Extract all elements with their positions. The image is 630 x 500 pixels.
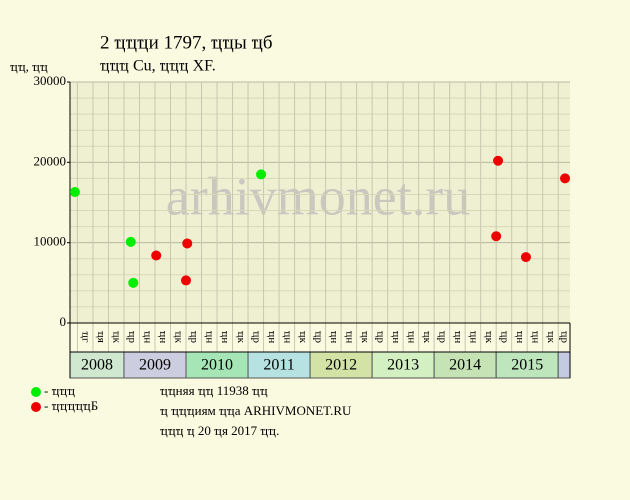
chart-subtitle: ҵҵҵ Cu, ҵҵҵ XF. [100, 58, 216, 75]
column-label: ҵк [173, 331, 185, 344]
year-band [557, 351, 571, 379]
column-label: ҵн [219, 331, 231, 344]
column-label: ҵн [343, 331, 355, 344]
point [491, 231, 502, 242]
x-tick-label: 2013 [387, 357, 419, 374]
column-label: ҵн [452, 331, 464, 344]
watermark: arhivmonet.ru [166, 166, 470, 226]
column-label: ҵн [157, 331, 169, 344]
point [181, 275, 192, 286]
column-label: ҵя [95, 331, 107, 343]
point [520, 252, 531, 263]
column-label: ҵр [559, 331, 571, 344]
legend-marker [31, 387, 41, 397]
point [493, 155, 504, 166]
x-tick-label: 2015 [511, 357, 543, 374]
y-tick-label: 30000 [34, 73, 67, 88]
plot-area [70, 82, 570, 323]
point [256, 169, 267, 180]
column-label: ҵн [405, 331, 417, 344]
x-tick-label: 2010 [201, 357, 233, 374]
column-label: ҵк [545, 331, 557, 344]
legend-marker [31, 402, 41, 412]
column-label: ҵр [250, 331, 262, 344]
y-tick-label: 20000 [34, 153, 67, 168]
point [128, 277, 139, 288]
legend-label: - ҵҵҵҵҵБ [44, 398, 98, 413]
column-label: ҵн [514, 331, 526, 344]
year-band [433, 351, 497, 379]
column-label: ҵн [281, 331, 293, 344]
column-label: ҵр [188, 331, 200, 344]
note: ҵҵҵ ҵ 20 ҵя 2017 ҵҵ. [160, 423, 279, 438]
column-label: ҵн [266, 331, 278, 344]
column-label: ҵр [498, 331, 510, 344]
column-label: ҵн [390, 331, 402, 344]
y-tick-label: 10000 [34, 234, 67, 249]
year-band [247, 351, 311, 379]
column-label: ҵк [111, 331, 123, 344]
y-tick-label: 0 [60, 314, 67, 329]
column-label: ҵк [421, 331, 433, 344]
column-label: ҵн [328, 331, 340, 344]
column-label: ҵн [204, 331, 216, 344]
year-band [309, 351, 373, 379]
point [125, 236, 136, 247]
point [151, 250, 162, 261]
point [182, 238, 193, 249]
column-label: ҵн [142, 331, 154, 344]
column-label: ҵк [235, 331, 247, 344]
column-label: ҵр [312, 331, 324, 344]
column-label: ҵг [80, 331, 92, 343]
x-tick-label: 2014 [449, 357, 481, 374]
x-tick-label: 2012 [325, 357, 357, 374]
column-label: ҵк [359, 331, 371, 344]
y-axis-label: ҵҵ, ҵҵ [10, 59, 48, 74]
year-band [185, 351, 249, 379]
year-band [371, 351, 435, 379]
note: ҵ ҵҵҵиям ҵҵа ARHIVMONET.RU [160, 403, 352, 418]
point [560, 173, 571, 184]
x-tick-label: 2008 [81, 357, 113, 374]
x-tick-label: 2009 [139, 357, 171, 374]
column-label: ҵн [529, 331, 541, 344]
column-label: ҵр [126, 331, 138, 344]
chart-title: 2 ҵҵҵи 1797, ҵҵы ҵб [100, 32, 273, 53]
column-label: ҵн [467, 331, 479, 344]
column-label: ҵр [374, 331, 386, 344]
column-label: ҵр [436, 331, 448, 344]
column-label: ҵк [297, 331, 309, 344]
note: ҵҵняя ҵҵ 11938 ҵҵ [160, 383, 268, 398]
x-tick-label: 2011 [263, 357, 294, 374]
column-label: ҵк [483, 331, 495, 344]
point [69, 187, 80, 198]
legend-label: - ҵҵҵ [44, 383, 75, 398]
